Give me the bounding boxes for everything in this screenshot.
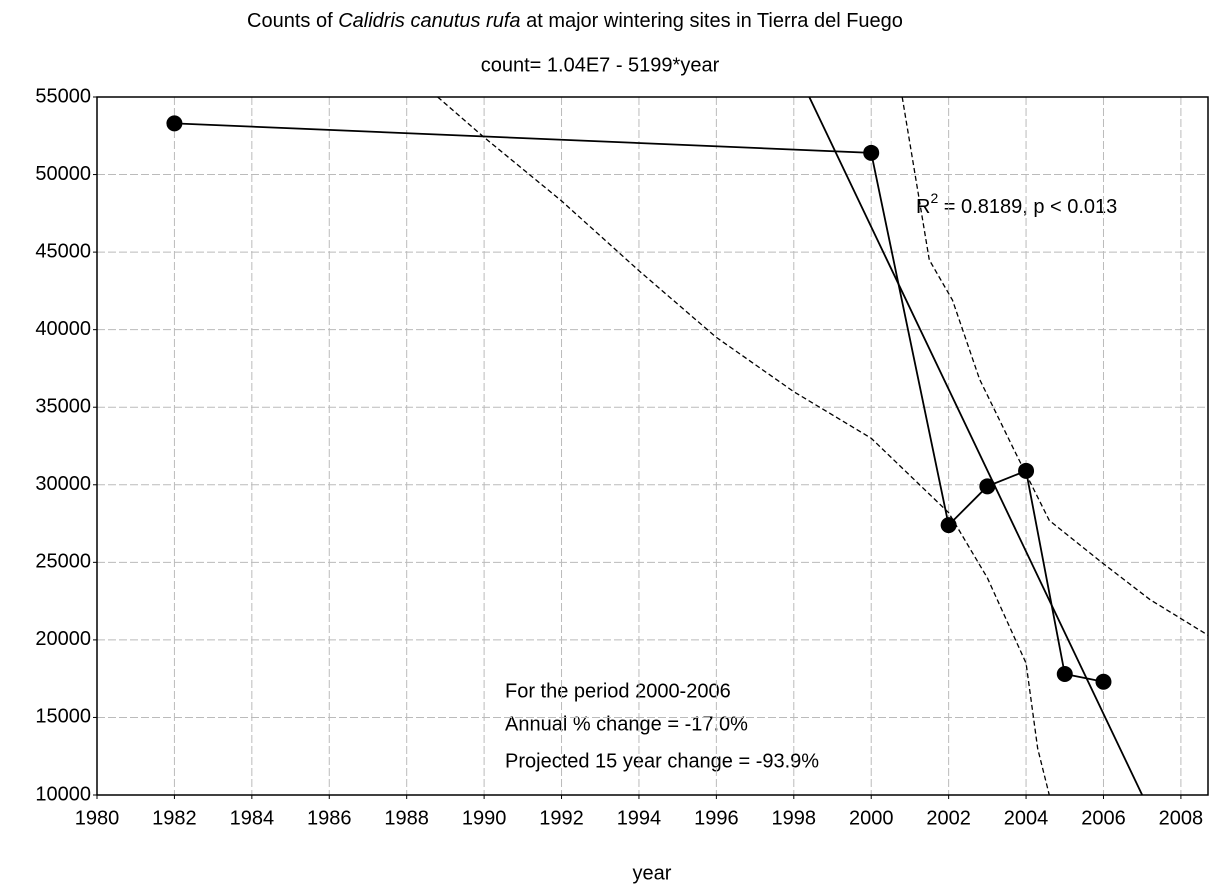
- y-tick-label: 55000: [35, 85, 91, 107]
- x-tick-label: 2000: [849, 807, 894, 829]
- y-tick-label: 25000: [35, 551, 91, 573]
- series-line: [437, 97, 1050, 795]
- note-line: For the period 2000-2006: [505, 680, 731, 702]
- data-point: [1056, 666, 1073, 683]
- x-tick-label: 1984: [230, 807, 275, 829]
- data-point: [863, 144, 880, 161]
- r2-annotation: R2 = 0.8189, p < 0.013: [916, 190, 1117, 219]
- title-species: Calidris canutus rufa: [338, 10, 520, 32]
- data-point: [1018, 462, 1035, 479]
- x-tick-label: 2002: [926, 807, 971, 829]
- x-tick-label: 1994: [617, 807, 662, 829]
- y-tick-label: 45000: [35, 240, 91, 262]
- y-tick-label: 20000: [35, 628, 91, 650]
- x-tick-label: 1986: [307, 807, 352, 829]
- data-point: [166, 115, 183, 132]
- series-line: [808, 97, 1144, 795]
- note-line: Annual % change = -17.0%: [505, 713, 748, 735]
- y-tick-label: 40000: [35, 318, 91, 340]
- x-tick-label: 1992: [539, 807, 584, 829]
- r2-rest: = 0.8189, p < 0.013: [938, 196, 1117, 218]
- x-tick-label: 2004: [1004, 807, 1049, 829]
- x-tick-label: 1998: [772, 807, 817, 829]
- x-axis-label: year: [633, 862, 672, 884]
- x-tick-label: 1996: [694, 807, 739, 829]
- data-point: [1095, 673, 1112, 690]
- series-line: [901, 97, 1208, 636]
- chart-title: Counts of Calidris canutus rufa at major…: [247, 10, 903, 32]
- note-line: Projected 15 year change = -93.9%: [505, 750, 819, 772]
- chart-subtitle: count= 1.04E7 - 5199*year: [481, 54, 720, 76]
- x-tick-label: 2008: [1159, 807, 1204, 829]
- r2-sup: 2: [930, 190, 938, 206]
- y-tick-label: 15000: [35, 706, 91, 728]
- x-tick-label: 1990: [462, 807, 507, 829]
- data-point: [979, 478, 996, 495]
- plot-frame: [96, 96, 1209, 796]
- x-tick-label: 1980: [75, 807, 120, 829]
- y-tick-label: 10000: [35, 783, 91, 805]
- y-tick-label: 35000: [35, 396, 91, 418]
- data-point: [940, 517, 957, 534]
- title-part: Counts of: [247, 10, 338, 32]
- x-tick-label: 1982: [152, 807, 197, 829]
- r2-base: R: [916, 196, 930, 218]
- x-tick-label: 1988: [384, 807, 429, 829]
- x-tick-label: 2006: [1081, 807, 1126, 829]
- y-tick-label: 50000: [35, 163, 91, 185]
- y-tick-label: 30000: [35, 473, 91, 495]
- title-part: at major wintering sites in Tierra del F…: [521, 10, 903, 32]
